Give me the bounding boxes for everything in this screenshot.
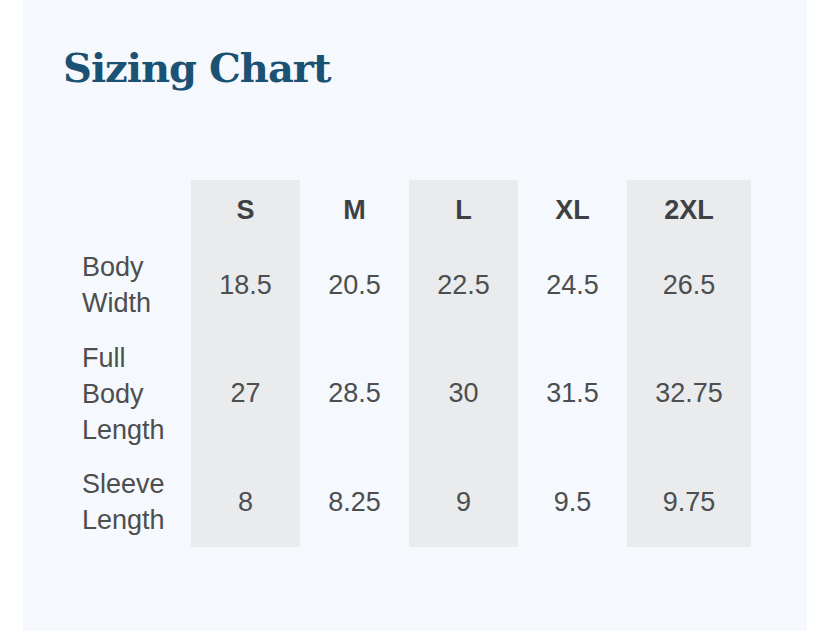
table-cell: 31.5 [518, 330, 627, 457]
table-cell: 20.5 [300, 240, 409, 330]
column-header-2xl: 2XL [627, 180, 751, 240]
table-cell: 22.5 [409, 240, 518, 330]
row-label-full-body-length: Full Body Length [63, 330, 191, 457]
table-cell: 26.5 [627, 240, 751, 330]
row-label-body-width: Body Width [63, 240, 191, 330]
table-cell: 9 [409, 457, 518, 547]
column-header-l: L [409, 180, 518, 240]
column-header-m: M [300, 180, 409, 240]
table-cell: 8 [191, 457, 300, 547]
table-cell: 27 [191, 330, 300, 457]
row-label-sleeve-length: Sleeve Length [63, 457, 191, 547]
table-cell: 24.5 [518, 240, 627, 330]
sizing-chart-panel: Sizing Chart S M L XL 2XL Body Width 18.… [23, 0, 807, 631]
table-cell: 8.25 [300, 457, 409, 547]
table-cell: 9.75 [627, 457, 751, 547]
column-header-s: S [191, 180, 300, 240]
sizing-table: S M L XL 2XL Body Width 18.5 20.5 22.5 2… [63, 180, 751, 547]
table-cell: 32.75 [627, 330, 751, 457]
table-cell: 30 [409, 330, 518, 457]
table-cell: 28.5 [300, 330, 409, 457]
table-corner-cell [63, 180, 191, 240]
table-cell: 18.5 [191, 240, 300, 330]
table-cell: 9.5 [518, 457, 627, 547]
column-header-xl: XL [518, 180, 627, 240]
page-title: Sizing Chart [63, 47, 330, 89]
